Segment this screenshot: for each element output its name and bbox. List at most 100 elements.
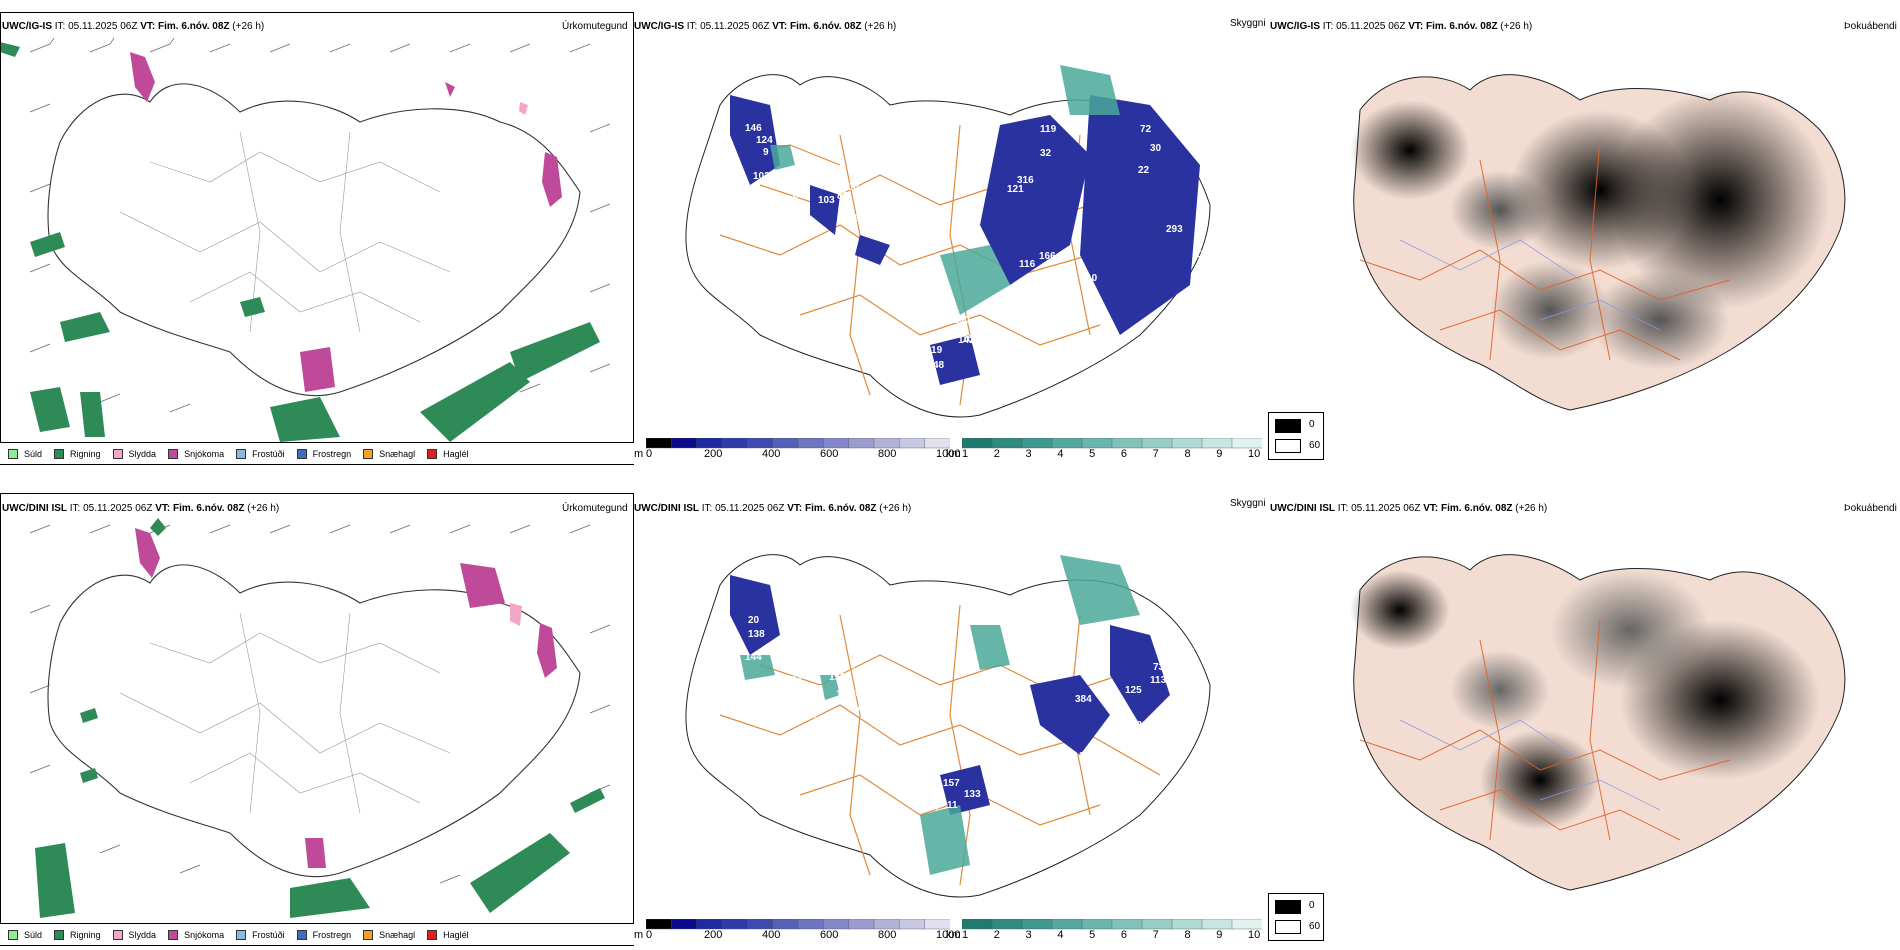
legend-item: Rigning	[54, 448, 101, 459]
colorbar-swatch	[797, 919, 825, 930]
visibility-value-label: 11	[1185, 647, 1196, 658]
colorbar-swatch	[899, 919, 926, 930]
colorbar-swatch	[991, 919, 1023, 930]
legend-swatch	[236, 929, 247, 940]
visibility-value-label: 104	[742, 186, 759, 197]
colorbar-swatch	[991, 438, 1023, 449]
vt-prefix: VT:	[787, 503, 803, 514]
visibility-value-label: 384	[1075, 694, 1092, 705]
visibility-unit: km	[946, 448, 961, 460]
colorbar-tick-label: 200	[704, 448, 723, 460]
legend-label: Frostregn	[312, 448, 352, 459]
precip-map	[29, 518, 611, 918]
colorbar-swatch	[899, 438, 926, 449]
lead-time: (+26 h)	[1515, 503, 1548, 514]
visibility-value-label: 157	[943, 778, 960, 789]
visibility-value-label: 146	[745, 123, 762, 134]
precip-type-label: Úrkomutegund	[562, 503, 628, 514]
visibility-panel-bottom: 94 106 121 96 99 20 202 125 133 150 116 29 133 157 124…	[640, 515, 1260, 915]
colorbar-tick-label: 400	[762, 929, 781, 941]
it-prefix: IT:	[54, 21, 66, 32]
colorbar-swatch	[873, 919, 901, 930]
visibility-value-label: 125	[857, 196, 874, 207]
visibility-value-label: 113	[1150, 675, 1167, 686]
visibility-value-label: 11	[947, 800, 958, 811]
visibility-value-label: 142	[958, 335, 975, 346]
legend-swatch	[363, 448, 374, 459]
colorbar-swatch	[823, 438, 850, 449]
fog-map	[1350, 554, 1846, 891]
visibility-value-label: 202	[1017, 739, 1034, 750]
precip-type-panel-bottom: Súld Rigning Slydda Snjókoma Frostúði Fr…	[0, 493, 634, 946]
it-prefix: IT:	[69, 503, 81, 514]
colorbar-swatch	[1111, 438, 1143, 449]
valid-time: Fim. 6.nóv. 08Z	[1426, 21, 1498, 32]
colorbar-tick-label: 2	[993, 448, 1000, 460]
fog-panel-top	[1300, 40, 1860, 420]
legend-item: Slydda	[112, 929, 156, 940]
legend-label: Snæhagl	[379, 448, 416, 459]
colorbar-tick-label: 4	[1057, 448, 1064, 460]
legend-label: Súld	[24, 448, 43, 459]
colorbar-swatch	[1231, 438, 1262, 449]
visibility-value-label: 121	[1007, 184, 1024, 195]
visibility-value-label: 116	[1195, 249, 1212, 260]
colorbar-swatch	[671, 438, 698, 449]
colorbar-tick-label: 1000	[936, 448, 961, 460]
visibility-value-label: 76	[854, 193, 866, 204]
legend-swatch	[168, 448, 179, 459]
fog-label: Þokuábendi	[1844, 503, 1897, 514]
legend-swatch	[427, 448, 438, 459]
valid-time: Fim. 6.nóv. 08Z	[1441, 503, 1513, 514]
visibility-value-label: 90	[747, 191, 759, 202]
legend-item: Frostúði	[236, 929, 285, 940]
visibility-value-label: 103	[753, 171, 770, 182]
colorbar-swatch	[772, 919, 799, 930]
valid-time: Fim. 6.nóv. 08Z	[790, 21, 862, 32]
vt-prefix: VT:	[1423, 503, 1439, 514]
colorbar-tick-label: 4	[1057, 929, 1064, 941]
visibility-value-label: 87	[793, 190, 805, 201]
legend-swatch	[363, 929, 374, 940]
visibility-value-label: 133	[1131, 720, 1148, 731]
model-name: UWC/IG-IS	[1270, 21, 1320, 32]
visibility-value-label: 166	[1039, 251, 1056, 262]
fog-legend: 0 60	[1268, 412, 1324, 460]
visibility-value-label: 22	[1138, 165, 1150, 176]
colorbar-swatch	[848, 438, 875, 449]
colorbar-swatch	[1201, 919, 1233, 930]
colorbar-tick-label: 200	[704, 929, 723, 941]
colorbar-tick-label: 400	[762, 448, 781, 460]
colorbar-swatch	[747, 919, 774, 930]
fog-label: Þokuábendi	[1844, 21, 1897, 32]
colorbar-tick-label: 5	[1089, 448, 1096, 460]
valid-time: Fim. 6.nóv. 08Z	[173, 503, 245, 514]
visibility-value-label: 100	[953, 315, 970, 326]
visibility-value-label: 100	[962, 334, 979, 345]
colorbar-swatch	[772, 438, 799, 449]
legend-label: Snjókoma	[184, 448, 225, 459]
colorbar-swatch	[823, 919, 850, 930]
visibility-value-label: 9	[763, 147, 769, 158]
legend-swatch	[112, 448, 123, 459]
colorbar-tick-label: 6	[1120, 448, 1127, 460]
visibility-value-label: 15	[1022, 696, 1034, 707]
lead-time: (+26 h)	[247, 503, 280, 514]
visibility-value-label: 108	[942, 327, 959, 338]
colorbar-swatch	[1171, 438, 1203, 449]
visibility-colorbar	[962, 919, 1262, 930]
init-time: 05.11.2025 06Z	[1336, 21, 1406, 32]
visibility-value-label: 293	[1166, 224, 1183, 235]
legend-swatch	[168, 929, 179, 940]
legend-item: Frostregn	[296, 929, 351, 940]
visibility-value-label: 138	[748, 629, 765, 640]
legend-item: Frostregn	[296, 448, 352, 459]
visibility-unit: km	[946, 929, 961, 941]
elevation-unit: m	[634, 929, 644, 941]
colorbar-swatch	[848, 919, 875, 930]
colorbar-tick-label: 5	[1089, 929, 1096, 941]
fog-map	[1350, 74, 1846, 411]
legend-swatch	[54, 929, 65, 940]
visibility-value-label: 94	[791, 675, 803, 686]
colorbar-swatch	[1231, 919, 1262, 930]
